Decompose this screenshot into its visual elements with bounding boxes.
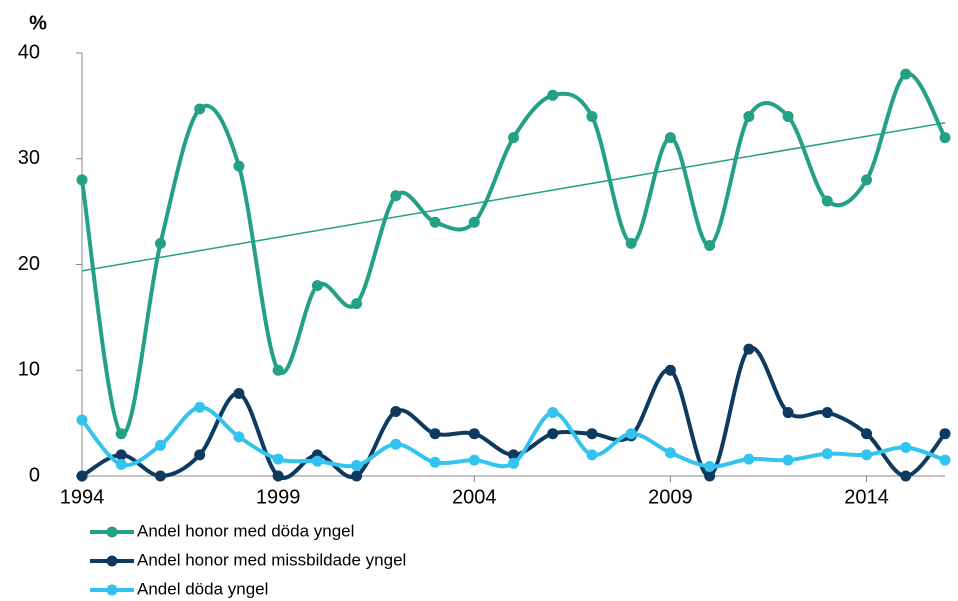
y-tick-label: 0 [29, 464, 40, 486]
legend-label: Andel döda yngel [137, 579, 268, 598]
point [508, 132, 519, 144]
point [233, 431, 245, 443]
point [508, 449, 519, 461]
x-tick-label: 2014 [844, 486, 889, 508]
point [939, 454, 951, 466]
point [547, 428, 559, 440]
y-tick-label: 10 [18, 359, 40, 381]
point [390, 438, 402, 450]
point [429, 428, 441, 440]
point [115, 458, 127, 470]
point [586, 449, 598, 461]
point [233, 160, 245, 172]
point [468, 428, 480, 440]
point [194, 401, 206, 413]
point [468, 454, 480, 466]
point [664, 447, 676, 459]
point [272, 470, 284, 482]
point [704, 460, 716, 472]
y-unit-label: % [29, 12, 47, 34]
legend-marker [106, 555, 118, 567]
point [704, 239, 716, 251]
point [154, 439, 166, 451]
point [76, 470, 88, 482]
point [115, 449, 127, 461]
point [743, 453, 755, 465]
legend-label: Andel honor med missbildade yngel [137, 550, 406, 569]
point [76, 174, 88, 186]
point [861, 428, 873, 440]
x-tick-label: 2004 [452, 486, 497, 508]
point [782, 407, 794, 419]
point [194, 103, 206, 115]
point [939, 428, 951, 440]
point [664, 132, 676, 144]
point [625, 428, 637, 440]
point [115, 428, 127, 440]
point [311, 455, 323, 467]
legend-marker [106, 584, 118, 596]
point [743, 343, 755, 355]
point [194, 449, 206, 461]
point [429, 216, 441, 228]
point [351, 459, 363, 471]
point [390, 405, 402, 417]
legend-marker [106, 526, 118, 538]
series-line [80, 71, 947, 436]
point [76, 414, 88, 426]
point [390, 190, 402, 202]
point [664, 364, 676, 376]
point [154, 237, 166, 249]
x-tick-label: 1994 [60, 486, 105, 508]
point [351, 298, 363, 310]
point [782, 110, 794, 122]
point [586, 110, 598, 122]
point [939, 132, 951, 144]
point [821, 448, 833, 460]
point [272, 364, 284, 376]
y-tick-label: 40 [18, 41, 40, 63]
point [586, 428, 598, 440]
point [782, 454, 794, 466]
point [900, 470, 912, 482]
point [861, 174, 873, 186]
point [233, 388, 245, 400]
point [704, 470, 716, 482]
point [468, 216, 480, 228]
x-tick-label: 1999 [256, 486, 301, 508]
point [821, 407, 833, 419]
point [351, 470, 363, 482]
y-tick-label: 20 [18, 253, 40, 275]
point [861, 449, 873, 461]
point [311, 280, 323, 292]
x-tick-label: 2009 [648, 486, 693, 508]
point [508, 457, 519, 469]
y-tick-label: 30 [18, 147, 40, 169]
point [547, 89, 559, 101]
point [900, 441, 912, 453]
trendline [81, 122, 946, 272]
point [154, 470, 166, 482]
point [429, 456, 441, 468]
point [821, 195, 833, 207]
point [900, 68, 912, 80]
point [272, 453, 284, 465]
legend-label: Andel honor med döda yngel [137, 521, 354, 540]
point [625, 237, 637, 249]
point [743, 110, 755, 122]
point [547, 407, 559, 419]
